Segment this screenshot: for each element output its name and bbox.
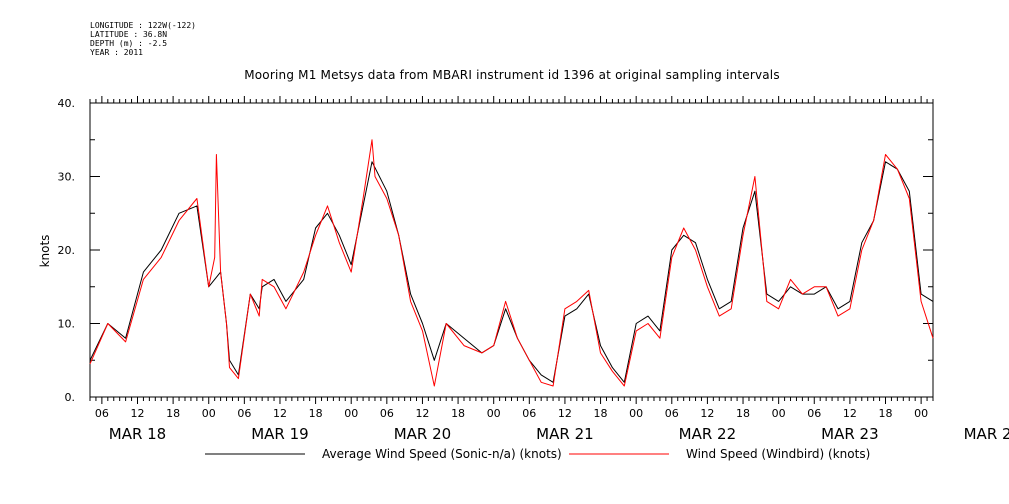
- x-tick-label: 12: [843, 407, 857, 420]
- x-tick-label: 00: [914, 407, 928, 420]
- legend: Average Wind Speed (Sonic-n/a) (knots) W…: [205, 447, 870, 461]
- x-tick-label: 18: [879, 407, 893, 420]
- plot-frame: [89, 102, 934, 398]
- x-tick-label: 00: [772, 407, 786, 420]
- x-date-label: MAR 18: [109, 425, 166, 443]
- x-tick-label: 06: [380, 407, 394, 420]
- x-tick-label: 18: [166, 407, 180, 420]
- x-date-label: MAR 20: [394, 425, 451, 443]
- y-tick-label: 20.: [58, 244, 76, 257]
- x-tick-label: 12: [273, 407, 287, 420]
- chart-title: Mooring M1 Metsys data from MBARI instru…: [244, 68, 780, 82]
- longitude-label: LONGITUDE : 122W(-122): [90, 21, 196, 30]
- x-tick-label: 00: [629, 407, 643, 420]
- year-label: YEAR : 2011: [90, 48, 143, 57]
- y-tick-label: 40.: [58, 97, 76, 110]
- y-tick-label: 30.: [58, 171, 76, 184]
- x-tick-label: 18: [594, 407, 608, 420]
- y-tick-label: 0.: [65, 391, 76, 404]
- x-date-label: MAR 22: [679, 425, 736, 443]
- x-tick-label: 06: [522, 407, 536, 420]
- x-tick-label: 00: [202, 407, 216, 420]
- x-tick-label: 12: [415, 407, 429, 420]
- x-tick-label: 18: [451, 407, 465, 420]
- x-date-label: MAR 23: [821, 425, 878, 443]
- x-tick-label: 00: [344, 407, 358, 420]
- x-tick-label: 00: [487, 407, 501, 420]
- axis-labels: 06 12 18 00 06 12 18 00 06 12 18 00 06 12 18 00 06 12 18 00…: [58, 97, 1009, 443]
- x-tick-label: 12: [700, 407, 714, 420]
- x-tick-label: 06: [665, 407, 679, 420]
- latitude-label: LATITUDE : 36.8N: [90, 30, 168, 39]
- series-line-average-wind-speed: [89, 161, 934, 383]
- mooring-metadata: LONGITUDE : 122W(-122) LATITUDE : 36.8N …: [90, 21, 196, 57]
- x-date-label: MAR 19: [251, 425, 308, 443]
- x-tick-label: 06: [95, 407, 109, 420]
- axis-ticks: [89, 96, 934, 404]
- depth-label: DEPTH (m) : -2.5: [90, 39, 168, 48]
- legend-label-windbird: Wind Speed (Windbird) (knots): [686, 447, 870, 461]
- y-tick-label: 10.: [58, 318, 76, 331]
- y-axis-label: knots: [38, 235, 52, 268]
- x-date-label: MAR 24: [964, 425, 1009, 443]
- x-tick-label: 18: [309, 407, 323, 420]
- x-tick-label: 06: [807, 407, 821, 420]
- x-tick-label: 06: [237, 407, 251, 420]
- series-line-windbird-wind-speed: [89, 139, 934, 387]
- legend-label-average: Average Wind Speed (Sonic-n/a) (knots): [322, 447, 562, 461]
- x-tick-label: 18: [736, 407, 750, 420]
- x-tick-label: 12: [558, 407, 572, 420]
- series-lines: [89, 139, 934, 387]
- x-tick-label: 12: [130, 407, 144, 420]
- x-date-label: MAR 21: [536, 425, 593, 443]
